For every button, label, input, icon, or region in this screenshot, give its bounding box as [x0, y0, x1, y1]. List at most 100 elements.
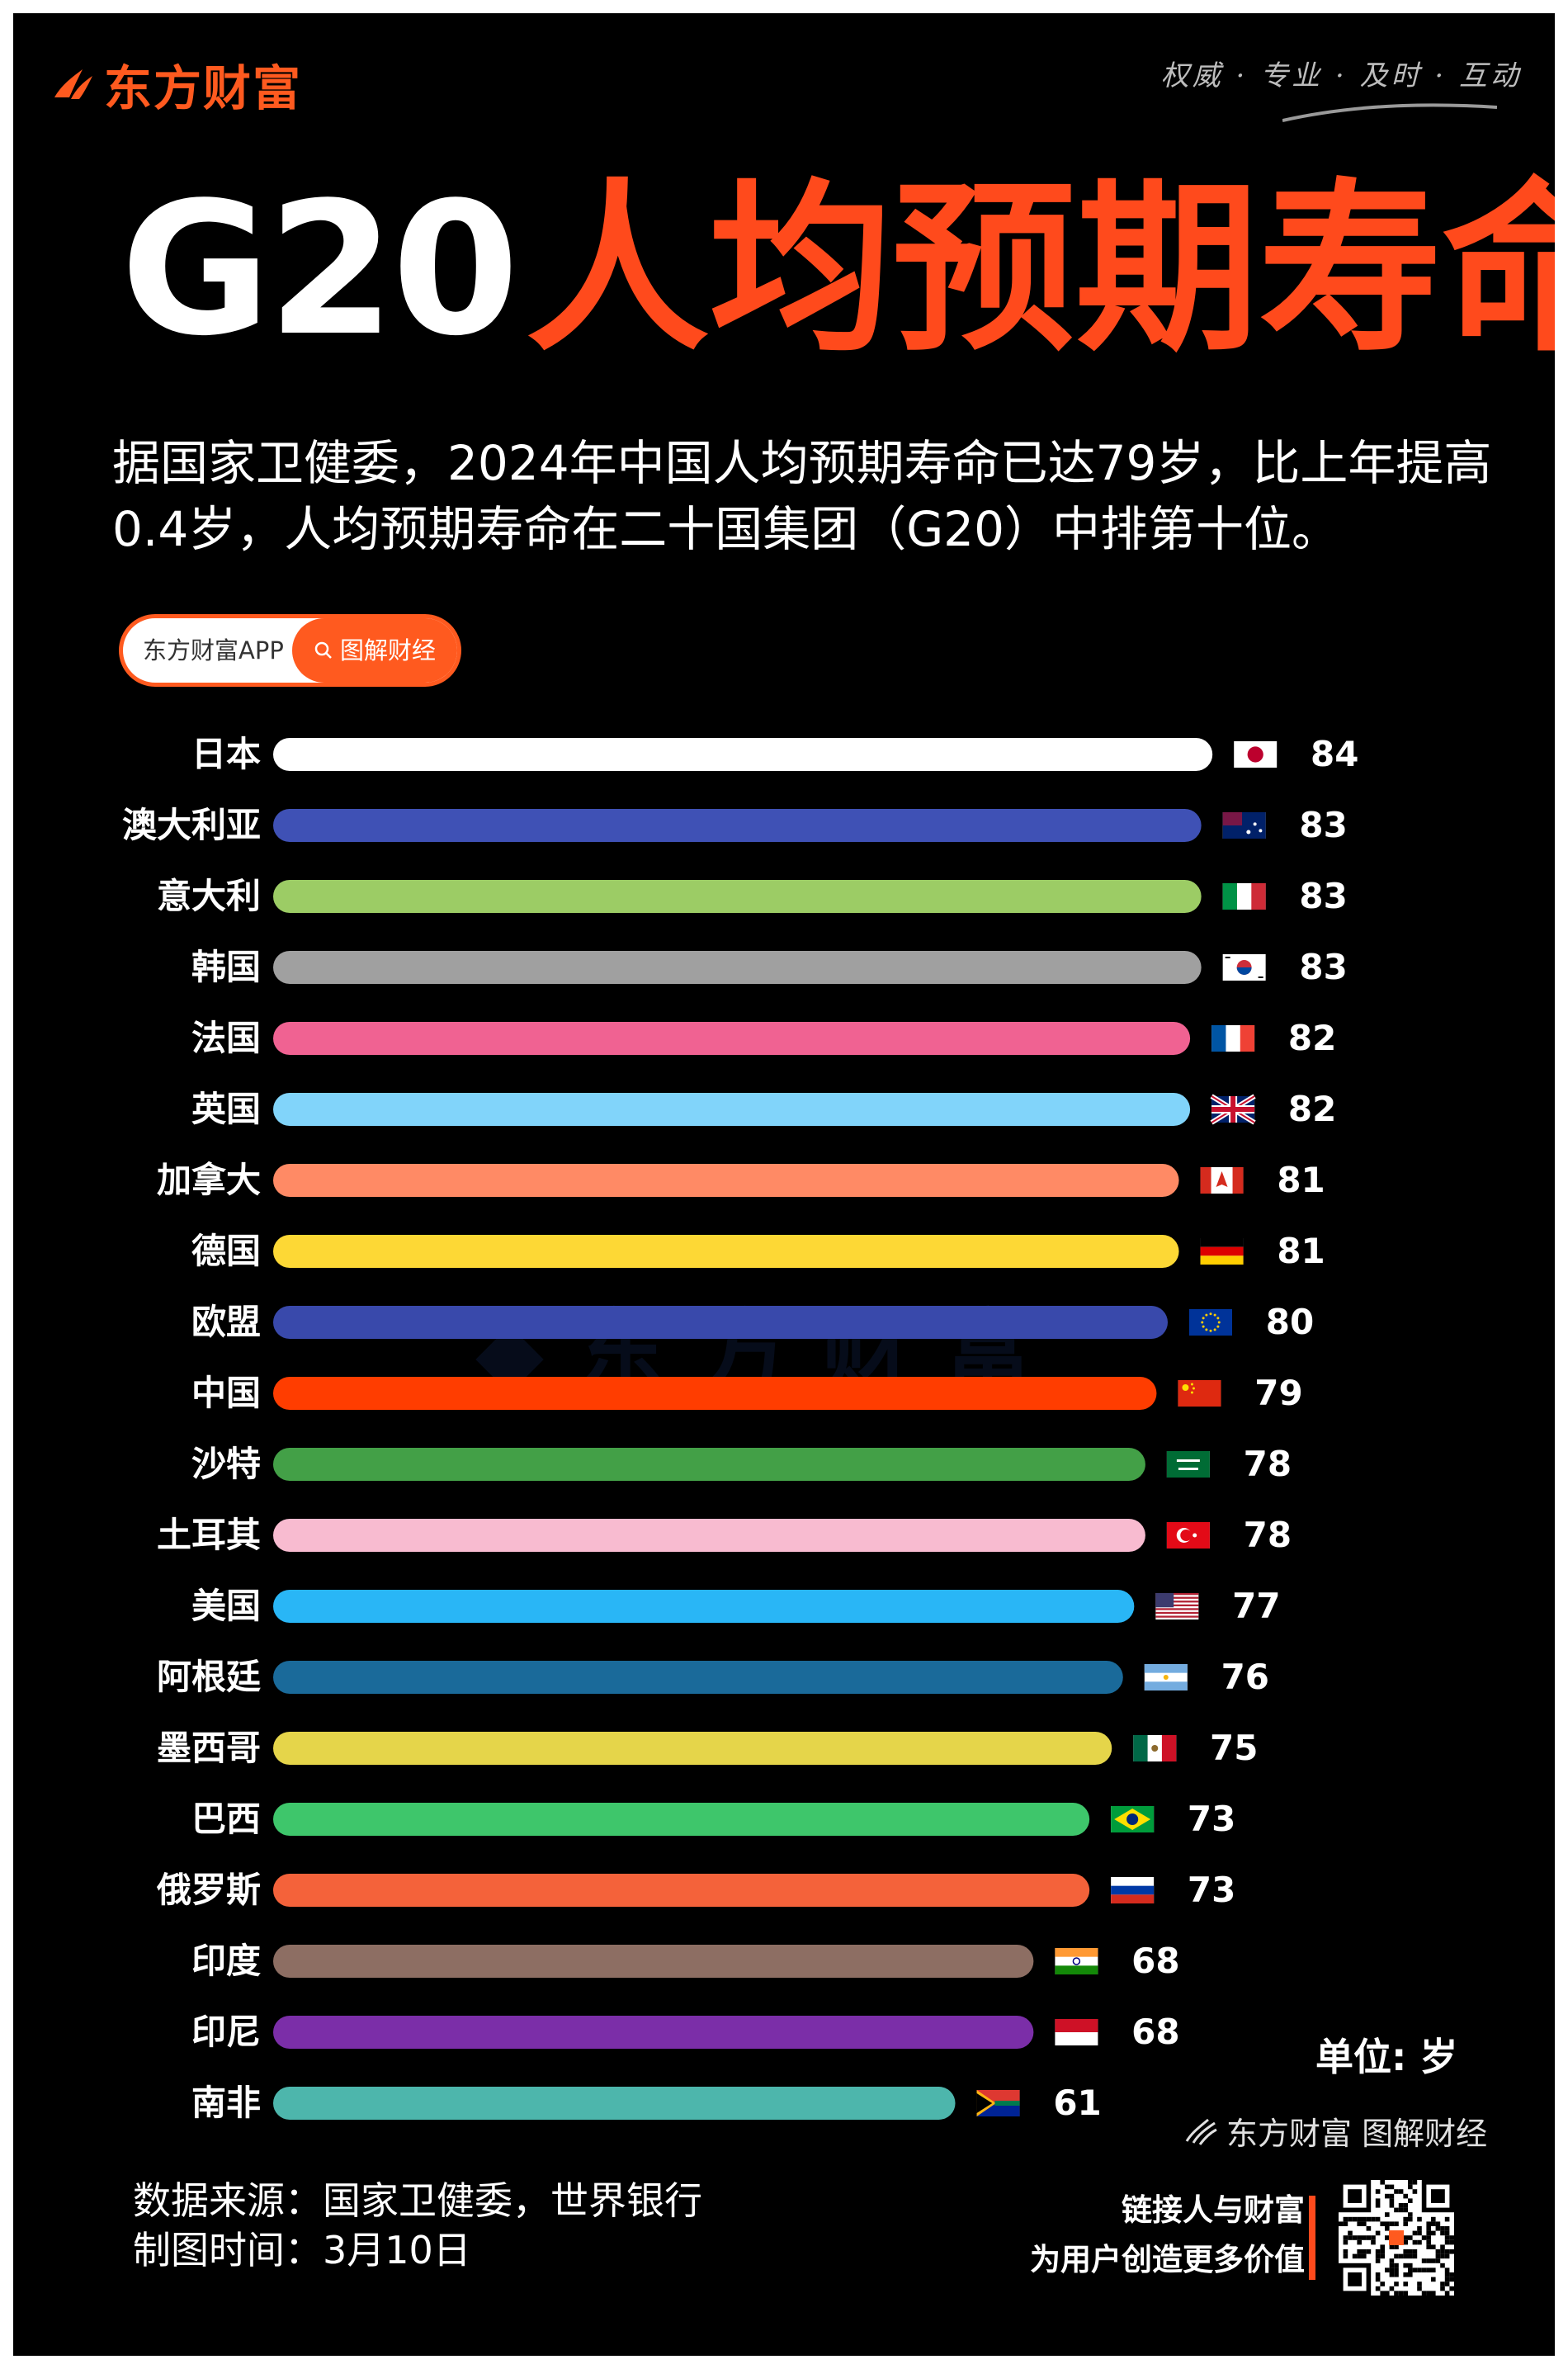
watermark-brand-text: 东方财富 图解财经: [1226, 2116, 1488, 2152]
south-africa-flag-icon: [976, 2090, 1020, 2116]
value-label: 81: [1277, 1160, 1325, 1200]
category-label: 巴西: [191, 1799, 261, 1839]
india-flag-icon: [1055, 1948, 1098, 1974]
search-icon: [314, 641, 332, 659]
value-label: 80: [1266, 1302, 1314, 1342]
bar-mexico: [273, 1732, 1112, 1765]
australia-flag-icon: [1222, 812, 1266, 839]
bar-india: [273, 1945, 1034, 1978]
data-source: 数据来源：国家卫健委，世界银行: [133, 2178, 702, 2223]
category-label: 德国: [191, 1231, 261, 1271]
category-label: 韩国: [191, 947, 261, 987]
china-flag-icon: [1178, 1380, 1221, 1407]
uk-flag-icon: [1210, 1094, 1256, 1125]
value-label: 78: [1244, 1515, 1292, 1555]
bar-china: [273, 1377, 1157, 1410]
turkey-flag-icon: [1166, 1522, 1210, 1549]
canada-flag-icon: [1200, 1167, 1244, 1194]
brand-slogan: 权威 · 专业 · 及时 · 互动: [1160, 59, 1522, 92]
category-label: 意大利: [157, 876, 261, 916]
category-label: 澳大利亚: [122, 805, 261, 845]
value-label: 82: [1288, 1089, 1336, 1129]
value-label: 76: [1221, 1657, 1269, 1697]
category-label: 日本: [191, 734, 261, 774]
korea-flag-icon: [1222, 954, 1266, 981]
subtitle: 据国家卫健委，2024年中国人均预期寿命已达79岁，比上年提高0.4岁，人均预期…: [112, 435, 1492, 557]
bar-italy: [273, 880, 1202, 913]
unit-label: 单位: 岁: [1315, 2035, 1458, 2079]
category-label: 印度: [191, 1941, 261, 1981]
value-label: 79: [1254, 1373, 1302, 1413]
qr-logo-icon: [1389, 2230, 1404, 2245]
value-label: 78: [1244, 1444, 1292, 1484]
title-cn: 人均预期寿命: [526, 163, 1555, 376]
category-label: 英国: [191, 1089, 261, 1129]
value-label: 75: [1210, 1728, 1258, 1768]
russia-flag-icon: [1111, 1877, 1155, 1903]
watermark-brand: 东方财富 图解财经: [1185, 2108, 1487, 2154]
brand-logo: 东方财富: [50, 50, 302, 119]
footer-source: 数据来源：国家卫健委，世界银行 制图时间：3月10日: [133, 2176, 702, 2275]
tagline-line-1: 链接人与财富: [1122, 2192, 1305, 2228]
bar-korea: [273, 951, 1202, 984]
chart-date: 制图时间：3月10日: [133, 2228, 471, 2272]
value-label: 82: [1288, 1018, 1336, 1058]
bar-canada: [273, 1164, 1179, 1197]
brazil-flag-icon: [1111, 1806, 1155, 1832]
saudi-flag-icon: [1166, 1451, 1210, 1478]
value-label: 73: [1188, 1870, 1235, 1910]
app-pill[interactable]: 东方财富APP 图解财经: [119, 614, 461, 687]
page-title: G20人均预期寿命: [120, 178, 1555, 362]
value-label: 61: [1053, 2083, 1101, 2123]
category-label: 阿根廷: [157, 1657, 261, 1697]
italy-flag-icon: [1222, 883, 1266, 910]
value-label: 83: [1299, 876, 1347, 916]
value-label: 81: [1277, 1231, 1325, 1271]
value-label: 83: [1299, 805, 1347, 845]
usa-flag-icon: [1155, 1593, 1199, 1620]
bar-south-africa: [273, 2087, 956, 2120]
qr-code[interactable]: [1339, 2180, 1454, 2296]
pill-search-label: 图解财经: [339, 636, 436, 664]
pill-app-label: 东方财富APP: [143, 636, 284, 664]
pill-search-button[interactable]: 图解财经: [292, 618, 457, 683]
category-label: 墨西哥: [157, 1728, 261, 1768]
bar-russia: [273, 1874, 1090, 1907]
bar-saudi: [273, 1448, 1145, 1481]
category-label: 俄罗斯: [156, 1870, 261, 1910]
mexico-flag-icon: [1133, 1735, 1177, 1761]
value-label: 83: [1299, 947, 1347, 987]
life-expectancy-bar-chart: 日本 84 澳大利亚 83 意大利 83 韩国 83 法国 82 英国 82 加拿大 81 德国 81 欧盟 80…: [122, 734, 1358, 2123]
value-label: 68: [1131, 2012, 1179, 2052]
value-label: 68: [1131, 1941, 1179, 1981]
tagline-line-2: 为用户创造更多价值: [1030, 2242, 1305, 2277]
category-label: 法国: [191, 1018, 261, 1058]
brand-flame-icon: [54, 69, 92, 99]
argentina-flag-icon: [1144, 1664, 1188, 1690]
brand-name: 东方财富: [104, 60, 303, 116]
france-flag-icon: [1211, 1025, 1255, 1052]
bar-france: [273, 1022, 1191, 1055]
category-label: 土耳其: [157, 1515, 261, 1555]
eu-flag-icon: [1189, 1309, 1232, 1336]
bar-germany: [273, 1235, 1179, 1268]
value-label: 73: [1188, 1799, 1235, 1839]
germany-flag-icon: [1200, 1238, 1244, 1265]
tagline-accent-bar: [1309, 2196, 1315, 2280]
watermark-flame-icon: [1185, 2118, 1217, 2145]
bar-japan: [273, 738, 1213, 771]
footer-tagline: 链接人与财富 为用户创造更多价值: [1030, 2186, 1305, 2285]
category-label: 印尼: [191, 2012, 261, 2052]
bar-brazil: [273, 1803, 1090, 1836]
japan-flag-icon: [1234, 741, 1278, 768]
category-label: 沙特: [191, 1444, 261, 1484]
category-label: 中国: [191, 1373, 261, 1413]
bar-indonesia: [273, 2016, 1034, 2049]
category-label: 加拿大: [157, 1160, 261, 1200]
infographic-card: 东方财富 权威 · 专业 · 及时 · 互动 G20人均预期寿命 据国家卫健委，…: [13, 13, 1555, 2356]
indonesia-flag-icon: [1055, 2019, 1098, 2045]
slogan-swoosh-icon: [1282, 103, 1497, 122]
bar-uk: [273, 1093, 1191, 1126]
category-label: 南非: [191, 2083, 261, 2123]
category-label: 美国: [191, 1586, 261, 1626]
